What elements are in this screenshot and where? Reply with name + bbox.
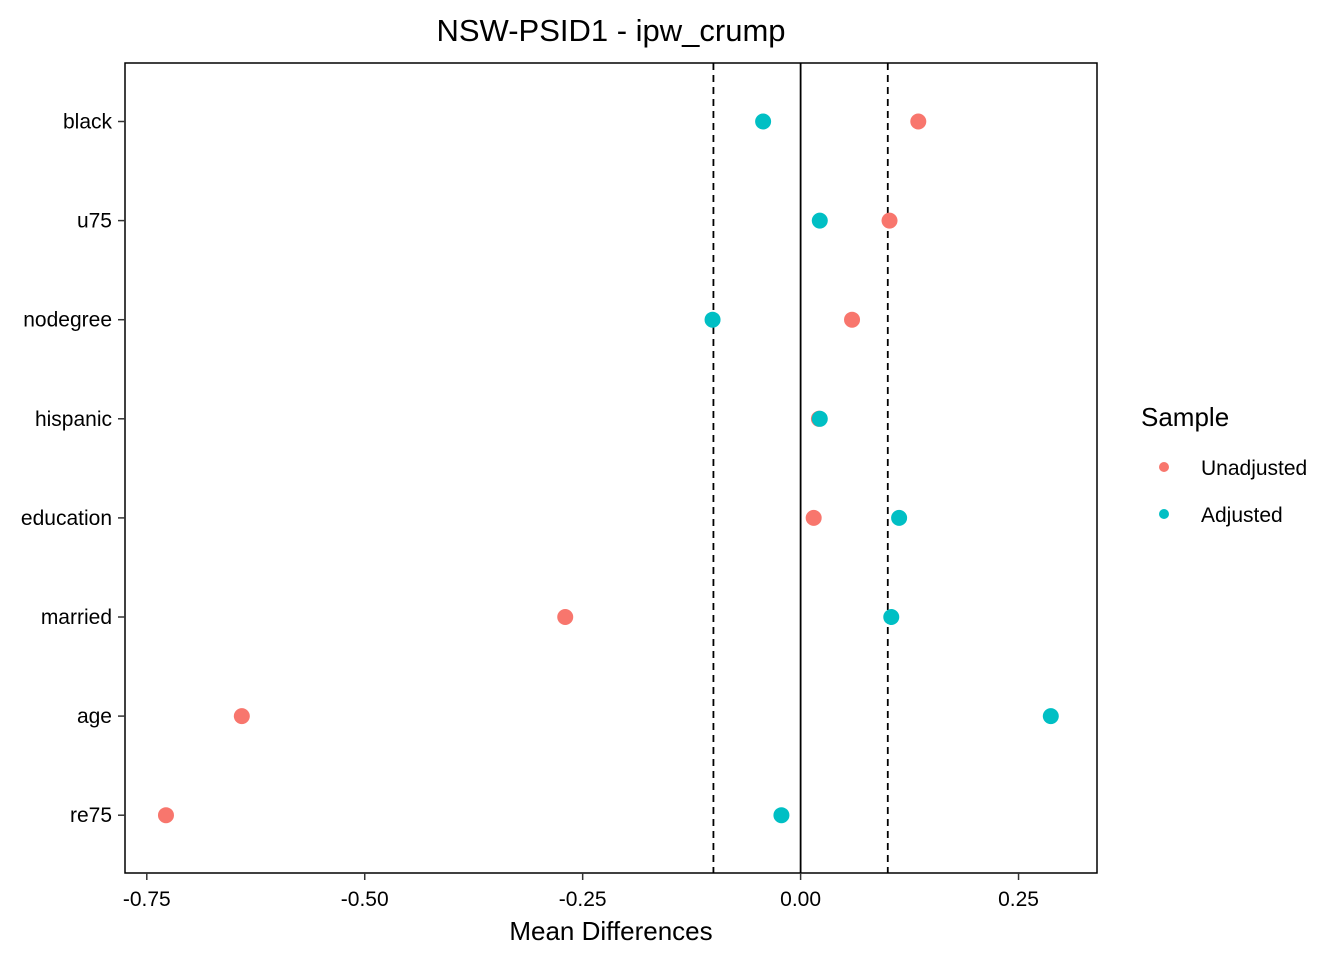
legend-title: Sample [1141,402,1229,432]
legend-entries: Unadjusted Adjusted [1159,457,1307,527]
y-axis: black u75 nodegree hispanic education married… [21,111,125,827]
point-unadjusted-black [910,113,927,130]
y-tick-label-education: education [21,507,112,530]
point-adjusted-age [1042,708,1059,725]
point-adjusted-re75 [773,807,790,824]
point-unadjusted-education [805,509,822,526]
point-adjusted-black [755,113,772,130]
legend-label-adjusted: Adjusted [1201,504,1283,527]
legend-key-adjusted [1159,509,1169,519]
y-tick-label-married: married [41,606,112,629]
y-tick-label-hispanic: hispanic [35,408,112,431]
point-adjusted-married [883,609,900,625]
y-tick-label-re75: re75 [70,804,112,827]
y-tick-label-age: age [77,705,112,728]
point-adjusted-education [891,509,908,526]
y-tick-label-black: black [63,111,113,134]
x-tick-label-3: 0.00 [780,888,821,911]
point-adjusted-hispanic [811,410,828,427]
point-unadjusted-age [233,708,250,725]
y-tick-label-u75: u75 [77,210,112,233]
point-unadjusted-u75 [881,212,898,229]
x-tick-label-1: -0.50 [341,888,389,911]
chart-title: NSW-PSID1 - ipw_crump [436,13,785,48]
legend-label-unadjusted: Unadjusted [1201,457,1307,480]
y-tick-label-nodegree: nodegree [23,309,112,332]
plot-panel-border [124,62,1098,874]
x-tick-label-4: 0.25 [998,888,1039,911]
legend: Sample Unadjusted Adjusted [1141,402,1307,527]
x-axis: -0.75 -0.50 -0.25 0.00 0.25 [123,873,1039,911]
x-axis-label: Mean Differences [509,916,712,946]
point-unadjusted-re75 [157,807,174,824]
x-tick-label-0: -0.75 [123,888,171,911]
reference-lines [712,63,889,873]
x-tick-label-2: -0.25 [559,888,607,911]
point-unadjusted-nodegree [844,311,861,328]
point-unadjusted-married [557,609,574,625]
point-adjusted-nodegree [704,311,721,328]
point-adjusted-u75 [811,212,828,229]
data-points [157,113,1059,824]
legend-key-unadjusted [1159,462,1169,472]
